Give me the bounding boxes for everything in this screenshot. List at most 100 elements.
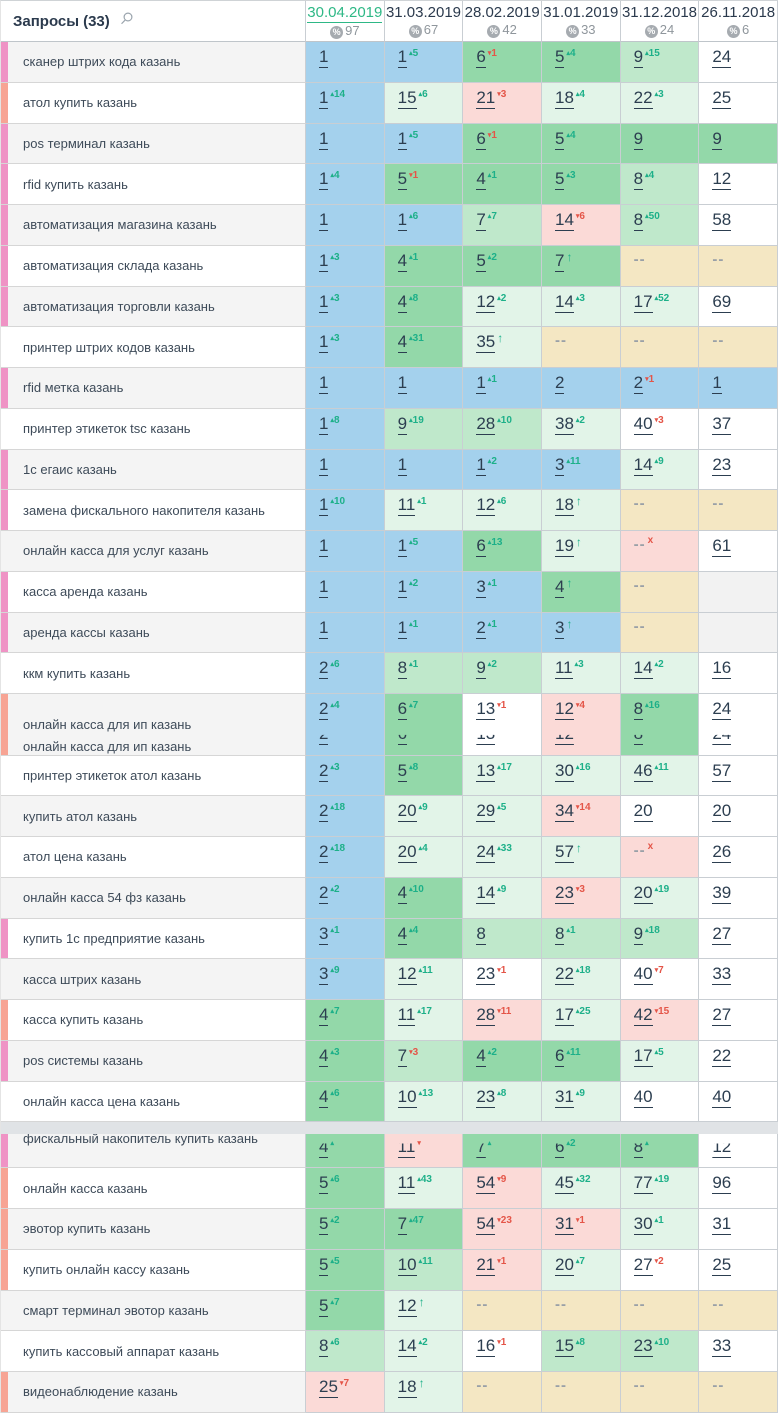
position-value[interactable]: 14 xyxy=(633,454,653,476)
position-cell[interactable]: 33 xyxy=(699,1331,778,1372)
position-cell[interactable]: 22 ▴18 xyxy=(541,959,621,1000)
position-cell[interactable]: 33 xyxy=(699,959,778,1000)
position-cell[interactable]: 8 ▴50 xyxy=(620,205,700,246)
position-value[interactable]: 5 xyxy=(397,760,408,782)
position-cell[interactable]: 38 ▴2 xyxy=(541,408,621,450)
position-value[interactable]: 1 xyxy=(319,576,329,598)
position-cell[interactable]: 42 ▾15 xyxy=(620,1000,700,1041)
position-cell[interactable]: 4 ▴10 xyxy=(384,877,464,919)
position-cell[interactable]: 27 xyxy=(699,1000,778,1041)
position-value[interactable]: 3 xyxy=(554,454,565,476)
position-cell[interactable]: 61 xyxy=(699,531,778,572)
position-cell[interactable]: 40 ▾7 xyxy=(620,959,700,1000)
position-cell[interactable]: 39 xyxy=(699,877,778,919)
column-date-link[interactable]: 26.11.2018 xyxy=(701,4,776,21)
position-value[interactable]: 12 xyxy=(397,964,417,986)
position-value[interactable]: 58 xyxy=(712,210,732,231)
position-value[interactable]: 6 xyxy=(476,128,486,150)
position-cell[interactable]: 2 xyxy=(541,368,621,409)
position-cell[interactable]: 28 ▾11 xyxy=(463,1000,542,1041)
position-value[interactable]: 18 xyxy=(397,1377,417,1398)
position-cell[interactable]: 3 ▴1 xyxy=(463,571,542,613)
position-value[interactable]: 20 xyxy=(397,801,417,823)
position-cell[interactable]: 23 ▾3 xyxy=(541,877,621,919)
position-value[interactable]: 1 xyxy=(397,617,408,639)
position-value[interactable]: 7 xyxy=(554,250,565,272)
position-value[interactable]: 2 xyxy=(319,842,329,863)
position-cell[interactable]: 54 ▾9 xyxy=(463,1168,542,1209)
position-cell[interactable]: 2 ▴6 xyxy=(306,653,385,694)
position-value[interactable]: 22 xyxy=(633,87,653,109)
position-cell[interactable]: 4 ▴4 xyxy=(384,918,464,960)
position-cell[interactable]: 2 ▴18 xyxy=(306,796,385,837)
position-cell[interactable]: 1 xyxy=(699,368,778,409)
position-value[interactable]: 31 xyxy=(554,1214,574,1235)
position-cell[interactable]: 40 xyxy=(620,1081,700,1123)
position-value[interactable]: 18 xyxy=(554,87,574,109)
position-cell[interactable]: 30 ▴1 xyxy=(620,1209,700,1250)
position-cell[interactable]: 5 ▴5 xyxy=(306,1249,385,1291)
position-value[interactable]: 1 xyxy=(397,47,408,68)
position-value[interactable]: 11 xyxy=(397,1173,416,1195)
keyword-cell[interactable]: ккм купить казань xyxy=(1,653,306,694)
position-value[interactable]: 1 xyxy=(319,617,329,639)
position-value[interactable]: 1 xyxy=(319,87,329,109)
position-cell[interactable]: 1 ▴10 xyxy=(306,490,385,531)
position-value[interactable]: 29 xyxy=(476,801,496,823)
position-cell[interactable]: 4 ▴1 xyxy=(384,245,464,287)
position-value[interactable]: 17 xyxy=(554,1005,574,1026)
position-value[interactable]: 4 xyxy=(319,1137,329,1159)
position-cell[interactable]: 1 ▴3 xyxy=(306,245,385,287)
position-value[interactable]: 2 xyxy=(476,617,486,639)
position-value[interactable]: 1 xyxy=(319,413,329,435)
position-cell[interactable]: 20 ▴9 xyxy=(384,796,464,837)
position-cell[interactable]: 1 xyxy=(306,531,385,572)
keyword-cell[interactable]: атол купить казань xyxy=(1,82,306,124)
position-value[interactable]: 2 xyxy=(554,373,565,394)
position-value[interactable]: 9 xyxy=(397,413,408,435)
position-cell[interactable]: 46 ▴11 xyxy=(620,755,700,797)
position-value[interactable]: 28 xyxy=(476,1005,496,1026)
position-cell[interactable]: 9 xyxy=(699,123,778,165)
position-value[interactable]: 4 xyxy=(397,291,408,313)
position-cell[interactable]: 9 ▴2 xyxy=(463,653,542,694)
position-value[interactable]: 11 xyxy=(397,495,416,517)
position-cell[interactable]: 17 ▴5 xyxy=(620,1040,700,1082)
position-cell[interactable]: 18 ↑ xyxy=(541,490,621,531)
position-cell[interactable]: 1 ▴1 xyxy=(463,368,542,409)
position-value[interactable]: 77 xyxy=(633,1173,653,1195)
position-cell[interactable]: 13 ▾1 13 xyxy=(463,694,542,756)
position-value[interactable]: 1 xyxy=(476,373,486,394)
position-cell[interactable]: 6 ▾1 xyxy=(463,42,542,83)
keyword-cell[interactable]: онлайн касса цена казань xyxy=(1,1081,306,1123)
position-value[interactable]: 30 xyxy=(633,1214,653,1235)
keyword-cell[interactable]: pos системы казань xyxy=(1,1040,306,1082)
position-cell[interactable]: 3 ▴11 xyxy=(541,449,621,491)
position-value[interactable]: 10 xyxy=(397,1086,417,1108)
position-value[interactable]: 1 xyxy=(397,210,408,231)
position-cell[interactable]: 22 ▴3 xyxy=(620,82,700,124)
position-value[interactable]: 9 xyxy=(633,923,644,945)
position-cell[interactable]: 40 xyxy=(699,1081,778,1123)
position-cell[interactable]: 15 ▴6 xyxy=(384,82,464,124)
position-cell[interactable]: 12 xyxy=(699,164,778,205)
position-value[interactable]: 21 xyxy=(476,87,496,109)
position-cell[interactable]: 11 ▴3 xyxy=(541,653,621,694)
position-cell[interactable]: 12 ↑ xyxy=(384,1290,464,1332)
position-cell[interactable]: 6 ▴7 6 xyxy=(384,694,464,756)
position-value[interactable]: 5 xyxy=(554,47,565,68)
keyword-cell[interactable]: онлайн касса казань xyxy=(1,1168,306,1209)
position-value[interactable]: 57 xyxy=(554,842,574,863)
position-value[interactable]: 1 xyxy=(476,454,486,476)
position-value[interactable]: 11 xyxy=(397,1137,416,1159)
position-value[interactable]: 42 xyxy=(633,1005,653,1026)
keyword-cell[interactable]: атол цена казань xyxy=(1,837,306,878)
position-cell[interactable]: 57 ↑ xyxy=(541,837,621,878)
keyword-cell[interactable]: купить кассовый аппарат казань xyxy=(1,1331,306,1372)
keyword-cell[interactable]: сканер штрих кода казань xyxy=(1,42,306,83)
position-value[interactable]: 5 xyxy=(554,128,565,150)
search-icon[interactable] xyxy=(119,11,134,31)
position-cell[interactable]: 21 ▾3 xyxy=(463,82,542,124)
position-cell[interactable]: 1 ▴5 xyxy=(384,42,464,83)
position-value[interactable]: 96 xyxy=(712,1173,732,1195)
